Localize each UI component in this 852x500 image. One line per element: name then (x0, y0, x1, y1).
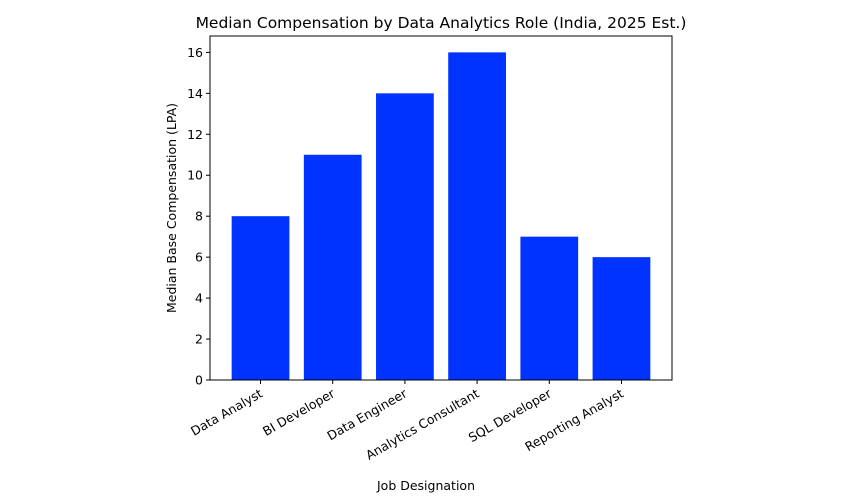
y-tick-label: 16 (187, 45, 203, 60)
bar-bi-developer (303, 154, 362, 380)
y-tick-label: 8 (195, 209, 203, 224)
bar-data-engineer (376, 93, 434, 380)
y-tick-label: 6 (195, 250, 203, 265)
y-tick-label: 10 (187, 168, 203, 183)
y-tick-label: 4 (195, 291, 203, 306)
x-tick-label: Data Analyst (188, 386, 265, 439)
bars-layer (231, 52, 651, 380)
y-tick-label: 0 (195, 373, 203, 388)
plot-frame (209, 35, 673, 381)
bar-reporting-analyst (592, 257, 651, 380)
bar-analytics-consultant (448, 52, 506, 380)
y-axis: 0 2 4 6 8 10 12 14 16 (187, 45, 210, 388)
chart-title: Median Compensation by Data Analytics Ro… (196, 14, 687, 32)
bar-data-analyst (231, 216, 290, 380)
y-tick-label: 14 (187, 86, 203, 101)
y-tick-label: 12 (187, 127, 203, 142)
y-axis-label: Median Base Compensation (LPA) (164, 103, 179, 313)
bar-sql-developer (520, 236, 579, 380)
x-axis-label: Job Designation (376, 478, 475, 493)
y-tick-label: 2 (195, 332, 203, 347)
